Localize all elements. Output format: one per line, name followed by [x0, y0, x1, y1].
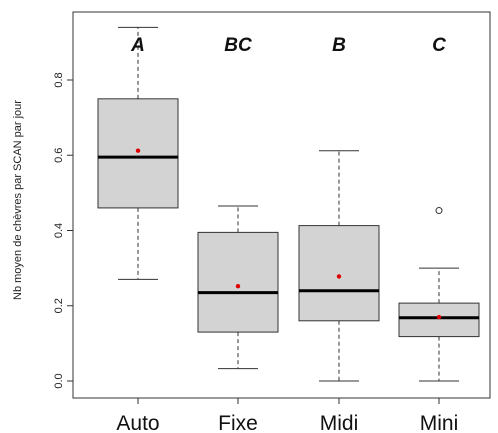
category-label: Fixe	[218, 412, 258, 433]
category-label: Mini	[420, 412, 459, 433]
y-tick-label: 0.8	[53, 72, 65, 87]
y-tick-label: 0.4	[53, 223, 65, 238]
box-iqr	[298, 225, 380, 322]
category-labels: Auto Fixe Midi Mini	[116, 412, 458, 433]
box-auto	[97, 26, 179, 280]
mean-point	[436, 314, 442, 320]
outlier-point	[435, 207, 443, 215]
category-label: Auto	[116, 412, 159, 433]
category-label: Midi	[320, 412, 359, 433]
axes: 0.0 0.2 0.4 0.6 0.8	[53, 11, 491, 404]
y-axis-label: Nb moyen de chèvres par SCAN par jour	[12, 100, 24, 300]
mean-point	[135, 148, 141, 153]
group-letter: BC	[224, 35, 252, 56]
group-letter: A	[130, 35, 145, 56]
y-tick-label: 0.2	[53, 298, 65, 313]
group-letter: C	[432, 35, 446, 56]
plot-frame	[72, 11, 491, 399]
y-tick-label: 0.6	[53, 148, 65, 163]
box-midi	[298, 150, 380, 382]
box-iqr	[97, 98, 179, 209]
box-mini	[398, 207, 480, 382]
box-iqr	[398, 302, 480, 338]
mean-point	[235, 283, 241, 289]
box-iqr	[197, 231, 279, 333]
y-tick-label: 0.0	[53, 373, 65, 388]
box-fixe	[197, 205, 279, 370]
boxes-group	[97, 26, 480, 382]
group-letters: A BC B C	[130, 35, 446, 56]
group-letter: B	[332, 35, 346, 56]
mean-point	[336, 274, 342, 279]
